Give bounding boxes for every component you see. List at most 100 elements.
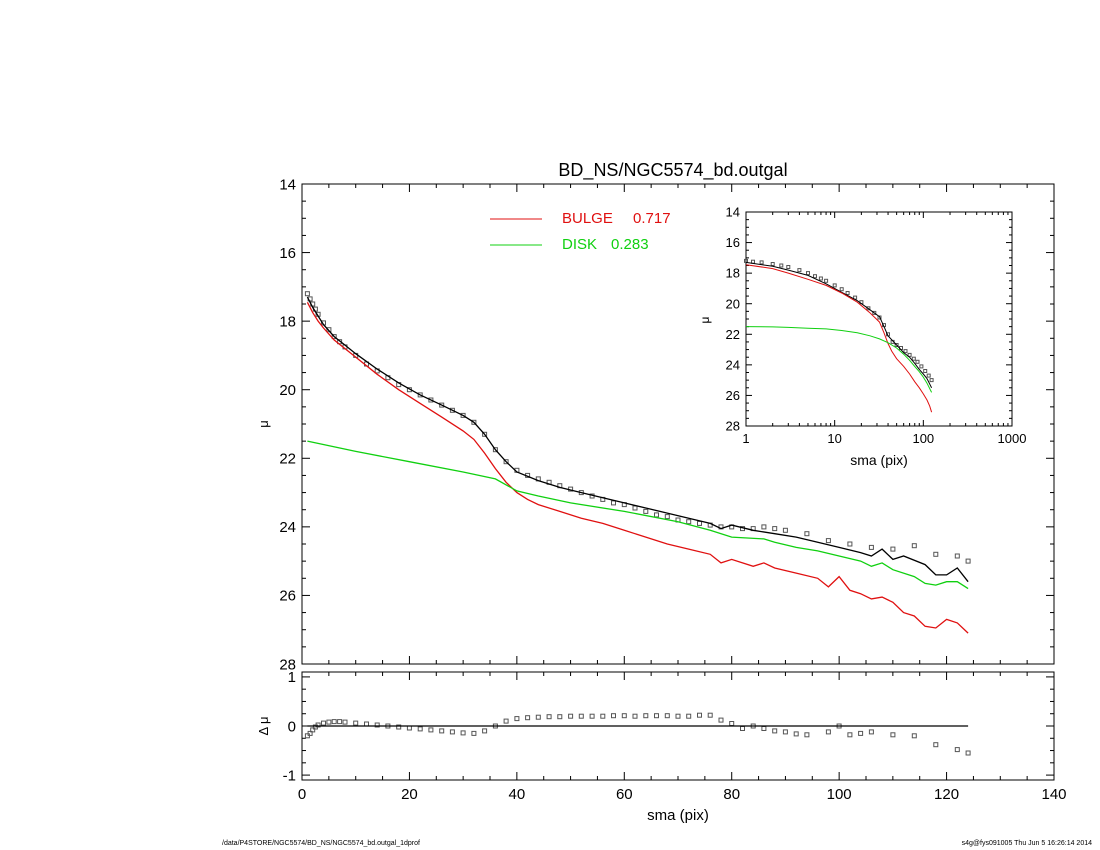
residual-y-axis-label: Δ μ <box>256 716 271 735</box>
main-y-tick-label: 16 <box>279 245 296 262</box>
inset-data-point <box>915 359 920 364</box>
inset-y-tick-label: 20 <box>726 296 740 311</box>
main-data-point <box>632 505 638 511</box>
residual-series <box>304 712 971 756</box>
residual-residual-point <box>460 730 466 736</box>
inset-data-point <box>907 352 912 357</box>
main-data-point <box>965 558 971 564</box>
main-data-point <box>428 397 434 403</box>
inset-x-axis-label: sma (pix) <box>850 452 908 468</box>
residual-residual-point <box>578 713 584 719</box>
main-panel: 14 16 18 20 22 24 26 28 μ BULGE 0.717 DISK 0.28… <box>256 176 1055 673</box>
residual-residual-point <box>449 729 455 735</box>
inset-data-point <box>872 310 877 315</box>
footer-file-path: /data/P4STORE/NGC5574/BD_NS/NGC5574_bd.o… <box>222 840 420 847</box>
residual-residual-point <box>535 714 541 720</box>
residual-residual-point <box>697 712 702 718</box>
main-data-point <box>417 392 423 398</box>
inset-y-tick-label: 18 <box>726 266 740 281</box>
main-data-point <box>326 327 332 333</box>
residual-residual-point <box>632 713 638 719</box>
main-data-point <box>933 551 939 557</box>
main-data-point <box>868 544 874 550</box>
main-y-tick-label: 22 <box>279 451 296 468</box>
main-data-point <box>460 412 466 418</box>
main-data-point <box>825 538 831 544</box>
main-y-axis-label: μ <box>256 420 271 428</box>
residual-x-tick-label: 100 <box>827 786 852 803</box>
residual-residual-point <box>600 713 606 719</box>
main-y-tick-label: 18 <box>279 313 296 330</box>
main-data-point <box>890 546 896 552</box>
residual-residual-point <box>482 728 488 734</box>
residual-residual-point <box>546 714 552 720</box>
inset-y-tick-label: 14 <box>726 205 740 220</box>
inset-data-point <box>877 315 882 320</box>
residual-residual-point <box>664 713 670 719</box>
inset-data-point <box>911 356 916 361</box>
inset-data-point <box>751 259 755 264</box>
legend: BULGE 0.717 DISK 0.283 <box>490 210 671 253</box>
residual-residual-point <box>342 719 348 725</box>
residual-ticks: 0 20 40 60 80 100 120 140-101 <box>283 669 1067 803</box>
inset-data-point <box>813 274 817 279</box>
residual-residual-point <box>503 718 509 724</box>
inset-data-point <box>845 291 850 295</box>
inset-series <box>744 258 934 413</box>
inset-bulge-line <box>745 264 933 413</box>
residual-residual-point <box>417 726 423 732</box>
residual-residual-point <box>643 713 649 719</box>
inset-data-point <box>806 271 810 276</box>
inset-data-point <box>839 287 844 292</box>
residual-x-tick-label: 80 <box>723 786 740 803</box>
residual-residual-point <box>740 726 745 731</box>
residual-x-tick-label: 120 <box>934 786 959 803</box>
main-y-tick-label: 20 <box>279 382 296 399</box>
main-data-point <box>686 519 692 525</box>
legend-disk-value: 0.283 <box>611 236 649 253</box>
residual-residual-point <box>825 729 831 735</box>
residual-x-axis-label: sma (pix) <box>647 807 709 824</box>
main-disk-line <box>307 440 969 590</box>
residual-residual-point <box>557 714 563 720</box>
inset-data-point <box>832 283 837 288</box>
main-data-point <box>772 526 778 532</box>
legend-bulge-label: BULGE <box>562 210 613 227</box>
residual-residual-point <box>675 713 681 719</box>
chart-title: BD_NS/NGC5574_bd.outgal <box>558 160 787 181</box>
footer-timestamp: s4g@fys091005 Thu Jun 5 16:26:14 2014 <box>961 840 1092 847</box>
residual-residual-point <box>611 713 616 719</box>
main-data-point <box>482 431 488 437</box>
residual-residual-point <box>965 750 971 756</box>
inset-ticks: 1 10 100 1000 14 16 18 20 22 24 26 28 <box>726 205 1027 446</box>
main-data-point <box>954 553 960 559</box>
main-data-point <box>911 543 917 549</box>
residual-residual-point <box>911 733 917 739</box>
residual-residual-point <box>315 722 321 728</box>
inset-data-point <box>759 260 764 265</box>
inset-x-tick-label: 1000 <box>998 431 1027 446</box>
main-y-tick-label: 26 <box>279 588 296 605</box>
inset-disk-line <box>745 326 933 393</box>
inset-y-tick-label: 16 <box>726 235 740 250</box>
residual-residual-point <box>514 716 520 722</box>
inset-x-tick-label: 100 <box>912 431 934 446</box>
residual-residual-point <box>396 724 402 730</box>
inset-data-point <box>770 262 775 266</box>
inset-data-point <box>929 378 934 383</box>
inset-model-line <box>745 261 933 389</box>
residual-residual-point <box>621 713 627 719</box>
inset-y-tick-label: 22 <box>726 327 740 342</box>
main-data-point <box>439 402 445 408</box>
residual-residual-point <box>568 713 574 719</box>
inset-y-axis-label: μ <box>698 316 712 323</box>
main-data-point <box>503 459 509 465</box>
residual-residual-point <box>654 713 659 719</box>
residual-residual-point <box>772 728 778 734</box>
main-data-point <box>471 419 477 425</box>
residual-residual-point <box>428 727 434 733</box>
residual-y-tick-label: 1 <box>288 669 296 686</box>
main-data-point <box>449 407 455 413</box>
main-plot-frame <box>301 183 1055 665</box>
